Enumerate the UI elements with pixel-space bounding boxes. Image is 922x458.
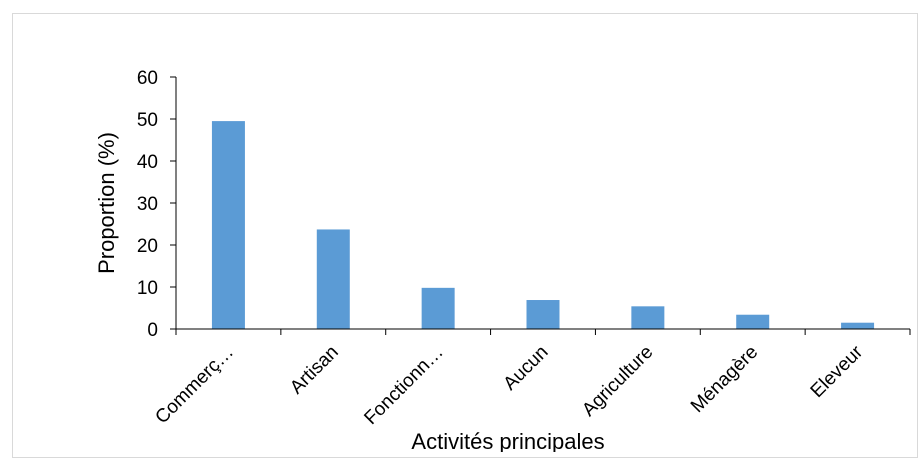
x-tick-label: Aucun (500, 342, 553, 395)
x-axis: Commerç… Artisan Fonctionn… Aucun Agricultur… (151, 328, 911, 429)
bar (631, 306, 665, 329)
x-tick-label: Fonctionn… (360, 342, 447, 429)
x-tick-label: Eleveur (807, 341, 868, 402)
y-tick-label: 60 (137, 68, 158, 89)
bar (736, 314, 770, 329)
bar (211, 121, 245, 329)
y-tick-label: 10 (137, 278, 158, 299)
bar (421, 287, 455, 329)
y-tick-label: 30 (137, 194, 158, 215)
bar (526, 300, 560, 329)
bars-group (211, 121, 875, 329)
bar (841, 322, 875, 329)
bar (316, 229, 350, 329)
y-axis-title: Proportion (%) (94, 132, 119, 274)
x-tick-label: Artisan (286, 342, 343, 399)
x-tick-label: Ménagère (687, 342, 762, 417)
x-tick-label: Commerç… (151, 342, 238, 429)
y-tick-label: 40 (137, 152, 158, 173)
x-tick-label: Agriculture (578, 342, 657, 421)
y-tick-label: 50 (137, 110, 158, 131)
chart-frame (12, 13, 918, 458)
y-tick-label: 0 (147, 320, 158, 341)
y-tick-label: 20 (137, 236, 158, 257)
y-axis: 0 10 20 30 40 50 60 (137, 68, 177, 341)
x-axis-title: Activités principales (411, 429, 604, 452)
